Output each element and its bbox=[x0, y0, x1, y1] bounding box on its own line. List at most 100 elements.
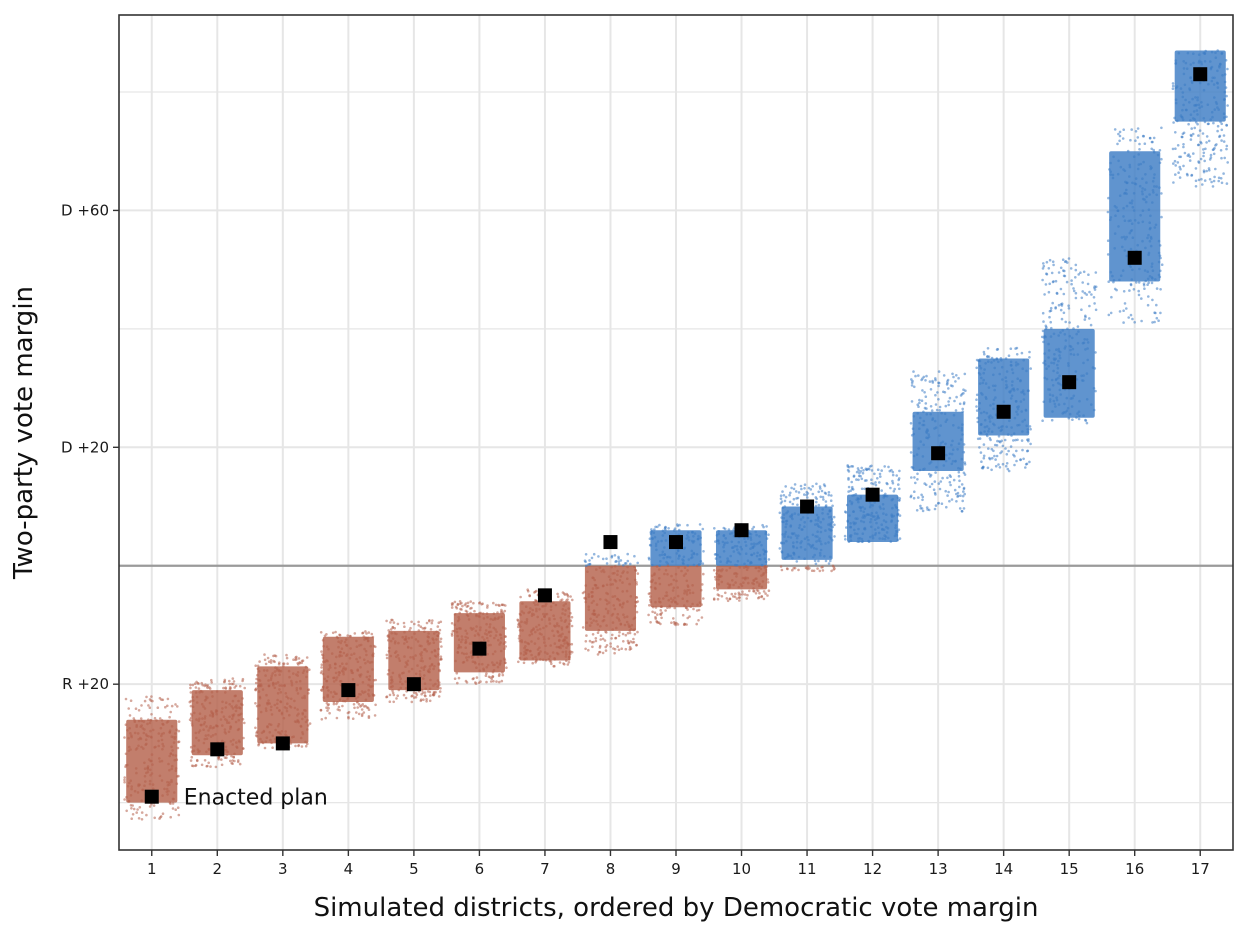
simulation-point bbox=[1130, 278, 1134, 281]
simulation-point bbox=[758, 596, 761, 599]
simulation-point bbox=[342, 672, 345, 676]
simulation-point bbox=[610, 614, 614, 617]
simulation-point bbox=[1185, 108, 1188, 112]
simulation-point bbox=[1189, 138, 1193, 141]
simulation-point bbox=[393, 651, 397, 655]
simulation-point bbox=[786, 510, 790, 513]
simulation-point bbox=[898, 537, 902, 540]
simulation-point bbox=[397, 688, 401, 692]
simulation-point bbox=[980, 376, 983, 380]
simulation-point bbox=[1028, 350, 1031, 354]
simulation-point bbox=[423, 674, 426, 677]
simulation-point bbox=[653, 535, 657, 539]
simulation-point bbox=[328, 664, 332, 667]
simulation-point bbox=[946, 378, 950, 382]
simulation-point bbox=[1071, 347, 1075, 351]
simulation-point bbox=[364, 698, 368, 702]
simulation-point bbox=[1051, 280, 1055, 284]
simulation-point bbox=[845, 503, 849, 507]
simulation-point bbox=[667, 583, 671, 587]
simulation-point bbox=[755, 533, 758, 537]
simulation-point bbox=[215, 690, 219, 693]
simulation-point bbox=[827, 491, 831, 494]
simulation-point bbox=[177, 740, 180, 744]
simulation-point bbox=[831, 564, 835, 568]
simulation-point bbox=[717, 578, 720, 581]
simulation-point bbox=[368, 678, 371, 682]
simulation-point bbox=[989, 404, 992, 407]
simulation-point bbox=[189, 683, 192, 687]
simulation-point bbox=[1203, 159, 1206, 163]
simulation-point bbox=[429, 628, 433, 631]
simulation-point bbox=[717, 583, 720, 586]
simulation-point bbox=[791, 517, 794, 521]
simulation-point bbox=[868, 468, 871, 471]
simulation-point bbox=[958, 402, 962, 406]
simulation-point bbox=[1178, 165, 1182, 169]
simulation-point bbox=[942, 374, 946, 377]
simulation-point bbox=[605, 591, 608, 595]
simulation-point bbox=[692, 535, 695, 538]
simulation-point bbox=[1122, 235, 1126, 239]
simulation-point bbox=[1130, 222, 1134, 225]
simulation-point bbox=[1149, 214, 1152, 218]
simulation-point bbox=[303, 694, 306, 698]
simulation-point bbox=[979, 431, 983, 435]
simulation-point bbox=[1220, 181, 1224, 185]
simulation-point bbox=[203, 737, 207, 741]
simulation-point bbox=[1074, 268, 1078, 272]
simulation-point bbox=[436, 625, 440, 628]
simulation-point bbox=[819, 548, 823, 552]
simulation-point bbox=[241, 717, 245, 721]
simulation-point bbox=[151, 699, 154, 703]
simulation-point bbox=[356, 700, 359, 703]
simulation-point bbox=[284, 733, 287, 736]
simulation-point bbox=[439, 657, 443, 661]
simulation-point bbox=[256, 673, 259, 677]
simulation-point bbox=[821, 569, 825, 572]
simulation-point bbox=[1197, 143, 1200, 147]
simulation-point bbox=[359, 693, 363, 696]
simulation-point bbox=[130, 787, 133, 791]
simulation-point bbox=[1012, 453, 1015, 457]
simulation-point bbox=[485, 636, 489, 640]
simulation-point bbox=[528, 594, 531, 598]
simulation-point bbox=[372, 644, 376, 648]
simulation-point bbox=[818, 485, 822, 488]
simulation-point bbox=[1048, 400, 1052, 403]
simulation-point bbox=[1142, 134, 1145, 138]
simulation-point bbox=[1059, 266, 1063, 270]
simulation-point bbox=[713, 587, 716, 590]
simulation-point bbox=[162, 745, 165, 748]
simulation-point bbox=[129, 779, 132, 782]
simulation-point bbox=[234, 709, 238, 713]
simulation-point bbox=[683, 566, 687, 569]
simulation-point bbox=[1065, 280, 1069, 284]
simulation-point bbox=[234, 720, 238, 724]
enacted-plan-point-district-2 bbox=[210, 742, 225, 757]
simulation-point bbox=[721, 540, 725, 544]
simulation-point bbox=[159, 815, 163, 818]
simulation-point bbox=[745, 565, 748, 568]
simulation-point bbox=[536, 603, 540, 606]
simulation-point bbox=[1061, 329, 1065, 332]
simulation-point bbox=[809, 488, 813, 491]
simulation-point bbox=[672, 578, 676, 582]
simulation-point bbox=[198, 749, 201, 753]
simulation-point bbox=[1028, 356, 1031, 359]
x-tick-label: 7 bbox=[540, 860, 550, 878]
simulation-point bbox=[811, 533, 815, 537]
simulation-point bbox=[455, 627, 459, 631]
simulation-point bbox=[450, 622, 454, 625]
simulation-point bbox=[493, 650, 497, 653]
simulation-point bbox=[220, 758, 223, 761]
simulation-point bbox=[501, 626, 505, 629]
simulation-point bbox=[673, 596, 676, 600]
simulation-point bbox=[843, 534, 847, 538]
simulation-point bbox=[599, 598, 602, 601]
simulation-point bbox=[724, 591, 727, 595]
simulation-point bbox=[392, 621, 396, 624]
simulation-point bbox=[746, 559, 750, 562]
simulation-point bbox=[388, 646, 391, 650]
